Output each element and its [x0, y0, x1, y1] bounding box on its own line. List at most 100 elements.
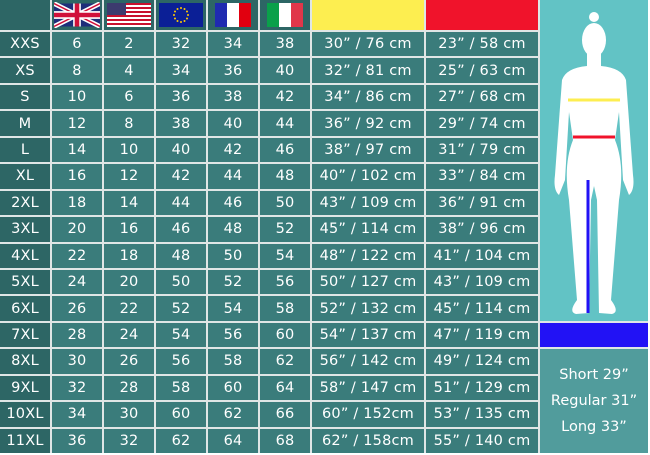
chest-measure: 50” / 127 cm [312, 269, 424, 295]
size-label: M [0, 111, 50, 136]
uk-size: 16 [52, 164, 102, 189]
us-flag-icon [104, 0, 154, 30]
body-figure-panel [540, 0, 648, 321]
size-label: 6XL [0, 296, 50, 321]
fr-size: 52 [208, 269, 258, 295]
inseam-long: Long 33” [561, 419, 627, 436]
waist-measure: 27” / 68 cm [426, 84, 538, 110]
it-size: 58 [260, 296, 310, 321]
us-size: 30 [104, 402, 154, 427]
waist-measure: 23” / 58 cm [426, 32, 538, 57]
uk-size: 14 [52, 137, 102, 163]
chest-measure: 36” / 92 cm [312, 111, 424, 136]
eu-size: 36 [156, 84, 206, 110]
body-silhouette-icon [554, 12, 634, 314]
waist-measure: 53” / 135 cm [426, 402, 538, 427]
uk-size: 10 [52, 84, 102, 110]
chest-measure: 34” / 86 cm [312, 84, 424, 110]
size-label: S [0, 84, 50, 110]
chest-measure: 30” / 76 cm [312, 32, 424, 57]
size-label: 3XL [0, 217, 50, 242]
inseam-short: Short 29” [559, 367, 629, 384]
fr-size: 34 [208, 32, 258, 57]
waist-measure: 33” / 84 cm [426, 164, 538, 189]
chest-measure: 62” / 158cm [312, 428, 424, 453]
waist-measure: 47” / 119 cm [426, 322, 538, 348]
corner-cell [0, 0, 50, 30]
fr-size: 62 [208, 402, 258, 427]
waist-measure: 45” / 114 cm [426, 296, 538, 321]
fr-size: 64 [208, 428, 258, 453]
inseam-regular: Regular 31” [550, 393, 638, 410]
size-label: XS [0, 58, 50, 83]
eu-size: 60 [156, 402, 206, 427]
us-size: 16 [104, 217, 154, 242]
eu-size: 62 [156, 428, 206, 453]
eu-flag-icon [156, 0, 206, 30]
eu-size: 58 [156, 375, 206, 401]
size-label: L [0, 137, 50, 163]
it-size: 46 [260, 137, 310, 163]
eu-size: 34 [156, 58, 206, 83]
waist-measure: 43” / 109 cm [426, 269, 538, 295]
chest-measure: 60” / 152cm [312, 402, 424, 427]
uk-size: 26 [52, 296, 102, 321]
chest-measure: 58” / 147 cm [312, 375, 424, 401]
uk-size: 36 [52, 428, 102, 453]
fr-size: 42 [208, 137, 258, 163]
it-size: 38 [260, 32, 310, 57]
eu-size: 48 [156, 243, 206, 268]
us-size: 18 [104, 243, 154, 268]
size-label: XL [0, 164, 50, 189]
eu-size: 44 [156, 190, 206, 216]
inseam-lengths: Short 29” Regular 31” Long 33” [540, 349, 648, 453]
waist-measure: 31” / 79 cm [426, 137, 538, 163]
us-size: 32 [104, 428, 154, 453]
fr-size: 44 [208, 164, 258, 189]
us-size: 14 [104, 190, 154, 216]
eu-size: 32 [156, 32, 206, 57]
fr-size: 56 [208, 322, 258, 348]
chest-measure: 32” / 81 cm [312, 58, 424, 83]
us-size: 12 [104, 164, 154, 189]
size-label: XXS [0, 32, 50, 57]
it-size: 64 [260, 375, 310, 401]
it-size: 62 [260, 349, 310, 374]
chest-measure: 43” / 109 cm [312, 190, 424, 216]
eu-size: 56 [156, 349, 206, 374]
eu-size: 38 [156, 111, 206, 136]
fr-size: 38 [208, 84, 258, 110]
it-size: 42 [260, 84, 310, 110]
chest-measure: 54” / 137 cm [312, 322, 424, 348]
us-size: 24 [104, 322, 154, 348]
uk-size: 24 [52, 269, 102, 295]
it-size: 54 [260, 243, 310, 268]
us-size: 4 [104, 58, 154, 83]
france-flag-icon [208, 0, 258, 30]
chest-measure: 38” / 97 cm [312, 137, 424, 163]
uk-size: 6 [52, 32, 102, 57]
uk-size: 32 [52, 375, 102, 401]
it-size: 68 [260, 428, 310, 453]
uk-size: 34 [52, 402, 102, 427]
waist-measure: 51” / 129 cm [426, 375, 538, 401]
it-size: 60 [260, 322, 310, 348]
waist-measure: 55” / 140 cm [426, 428, 538, 453]
it-size: 52 [260, 217, 310, 242]
size-label: 2XL [0, 190, 50, 216]
it-size: 44 [260, 111, 310, 136]
us-size: 28 [104, 375, 154, 401]
uk-size: 22 [52, 243, 102, 268]
fr-size: 60 [208, 375, 258, 401]
eu-size: 50 [156, 269, 206, 295]
italy-flag-icon [260, 0, 310, 30]
us-size: 10 [104, 137, 154, 163]
uk-size: 12 [52, 111, 102, 136]
us-size: 22 [104, 296, 154, 321]
fr-size: 48 [208, 217, 258, 242]
waist-color-header [426, 0, 538, 30]
uk-size: 8 [52, 58, 102, 83]
eu-size: 52 [156, 296, 206, 321]
waist-measure: 25” / 63 cm [426, 58, 538, 83]
waist-measure: 41” / 104 cm [426, 243, 538, 268]
